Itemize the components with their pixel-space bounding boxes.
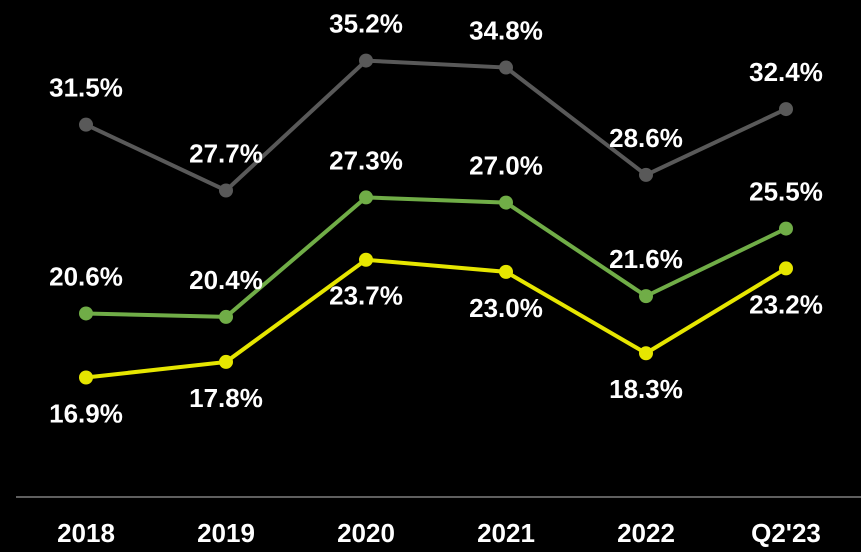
point [779, 221, 793, 236]
point [359, 252, 373, 267]
data-label: 34.8% [469, 15, 543, 45]
x-tick-label: 2019 [197, 518, 255, 548]
data-label: 32.4% [749, 57, 823, 87]
data-label: 23.2% [749, 289, 823, 319]
point [499, 195, 513, 210]
data-label: 23.7% [329, 281, 403, 311]
data-label: 35.2% [329, 8, 403, 38]
point [219, 354, 233, 369]
x-tick-label: Q2'23 [751, 518, 821, 548]
x-tick-label: 2022 [617, 518, 675, 548]
data-label: 27.0% [469, 150, 543, 180]
point [639, 167, 653, 182]
data-label: 16.9% [49, 398, 123, 428]
point [79, 370, 93, 385]
data-label: 20.6% [49, 261, 123, 291]
point [219, 183, 233, 198]
x-tick-label: 2020 [337, 518, 395, 548]
x-tick-label: 2018 [57, 518, 115, 548]
point [219, 309, 233, 324]
point [359, 190, 373, 205]
point [639, 289, 653, 304]
data-label: 28.6% [609, 123, 683, 153]
data-label: 27.7% [189, 138, 263, 168]
point [779, 261, 793, 276]
point [499, 264, 513, 279]
series-line [85, 58, 787, 193]
data-label: 21.6% [609, 244, 683, 274]
point [499, 60, 513, 75]
data-label: 27.3% [329, 145, 403, 175]
data-label: 25.5% [749, 176, 823, 206]
series-line [85, 195, 787, 319]
point [359, 53, 373, 68]
data-label: 23.0% [469, 293, 543, 323]
point [79, 117, 93, 132]
data-label: 17.8% [189, 383, 263, 413]
data-label: 31.5% [49, 73, 123, 103]
point [639, 346, 653, 361]
series-line [85, 257, 788, 380]
data-label: 18.3% [609, 374, 683, 404]
point [79, 306, 93, 321]
point [779, 102, 793, 117]
x-tick-label: 2021 [477, 518, 535, 548]
data-label: 20.4% [189, 265, 263, 295]
